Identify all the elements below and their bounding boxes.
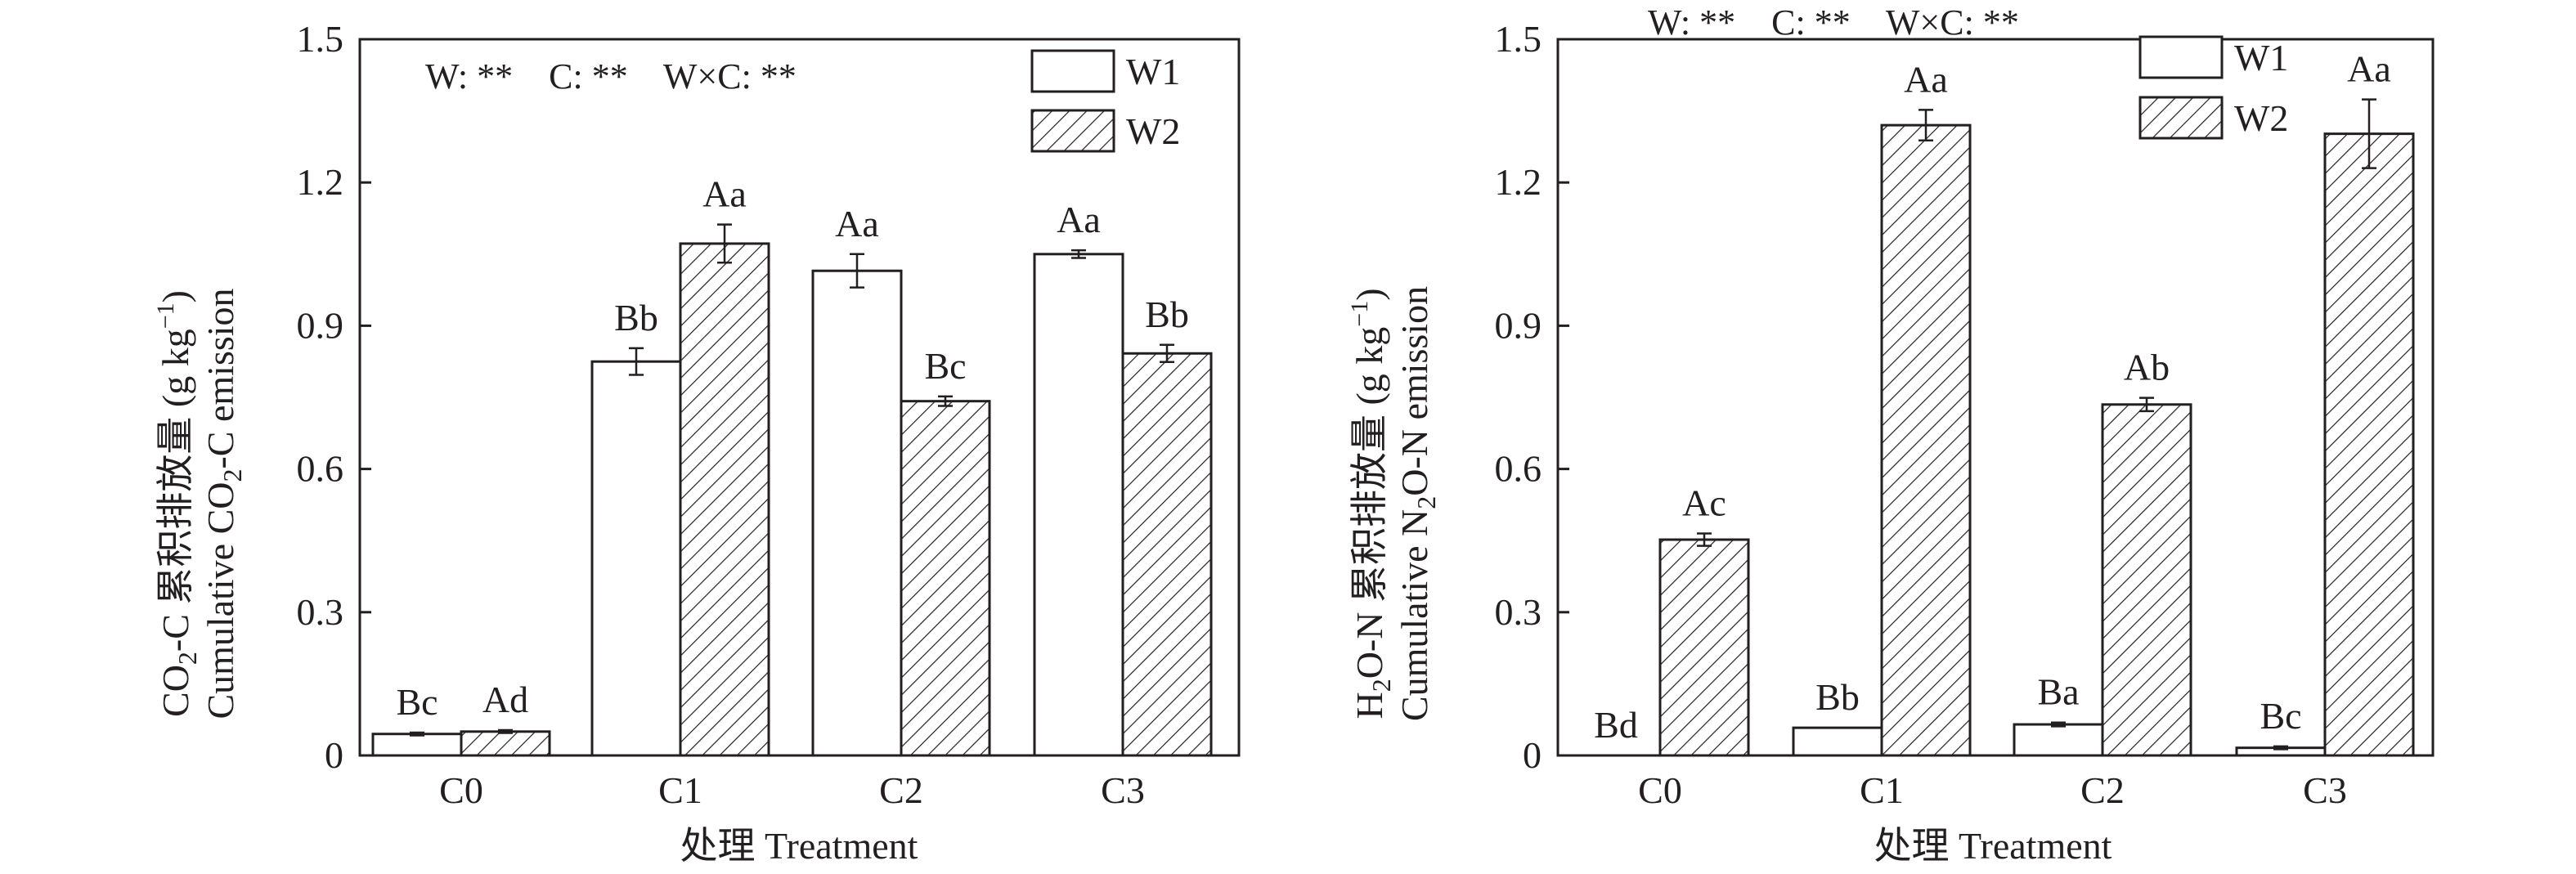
bar-w2 (1880, 123, 1972, 757)
significance-label: W: ** C: ** W×C: ** (1648, 2, 2019, 43)
y-tick-label: 0 (1523, 734, 1542, 776)
bar-w1 (811, 269, 903, 757)
y-axis-title-line2: Cumulative N2O-N emission (1393, 286, 1441, 721)
bar-w2 (460, 730, 551, 757)
y-axis-title-line2: Cumulative CO2-C emission (200, 288, 247, 719)
legend-label-w2: W2 (2234, 97, 2288, 139)
bar-w1 (1033, 253, 1124, 757)
significance-letter: Bc (396, 681, 438, 723)
significance-letter: Aa (702, 173, 747, 215)
significance-letter: Ba (2037, 671, 2079, 713)
x-axis-title: 处理 Treatment (1874, 825, 2112, 867)
x-tick-label: C3 (2303, 769, 2347, 811)
significance-letter: Ad (482, 679, 528, 720)
legend-label-w1: W1 (1126, 51, 1180, 92)
y-tick-label: 0.6 (1495, 448, 1542, 490)
x-tick-label: C0 (439, 769, 483, 811)
bar-w2 (679, 242, 770, 757)
y-tick-label: 0.3 (1495, 591, 1542, 633)
bar-w2 (900, 400, 991, 757)
y-tick-label: 0.3 (297, 591, 344, 633)
y-tick-label: 1.5 (1495, 18, 1542, 60)
x-tick-label: C2 (2080, 769, 2125, 811)
x-tick-label: C1 (658, 769, 702, 811)
x-tick-label: C0 (1638, 769, 1682, 811)
y-tick-label: 0.6 (297, 448, 344, 490)
bar-w1 (590, 360, 682, 757)
plot-frame (358, 38, 1241, 757)
chart-marks: 0 0.3 0.6 0.9 1.2 1.5 C0 C1 C2 C3 Bd Bb Ba Bc Ac Aa Ab Aa… (1495, 18, 2435, 811)
bar-w1 (1792, 726, 1883, 757)
y-tick-label: 0.9 (1495, 304, 1542, 346)
legend-label-w2: W2 (1126, 110, 1180, 152)
chart-marks: 0 0.3 0.6 0.9 1.2 1.5 C0 C1 C2 C3 Bc Bb Aa Aa Ad Aa Bc Bb… (297, 18, 1241, 811)
y-axis-title-line1: CO2-C 累积排放量 (g kg−1) (152, 290, 202, 717)
legend-swatch-w2 (1030, 109, 1115, 153)
significance-letter: Ac (1682, 482, 1726, 523)
x-tick-label: C1 (1860, 769, 1904, 811)
significance-letter: Aa (835, 203, 879, 244)
y-tick-label: 1.2 (297, 161, 344, 203)
significance-letter: Bc (924, 345, 966, 387)
legend-swatch-w1 (2138, 35, 2224, 79)
significance-letter: Ab (2124, 347, 2170, 388)
bar-w2 (2101, 403, 2192, 757)
y-tick-label: 0 (325, 734, 343, 776)
significance-letter: Aa (2347, 48, 2391, 90)
significance-letter: Bc (2260, 695, 2301, 737)
plot-frame (1556, 38, 2435, 757)
y-tick-label: 0.9 (297, 304, 344, 346)
bar-w2 (1658, 538, 1750, 757)
bar-w2 (1121, 352, 1213, 757)
significance-letter: Bb (1815, 676, 1860, 718)
bar-w2 (2323, 132, 2415, 757)
significance-letter: Bb (614, 297, 658, 338)
y-axis-title-line1: H2O-N 累积排放量 (g kg−1) (1346, 288, 1396, 719)
legend-label-w1: W1 (2234, 37, 2288, 78)
x-tick-label: C2 (879, 769, 923, 811)
significance-label: W: ** C: ** W×C: ** (425, 56, 797, 96)
significance-letter: Aa (1057, 199, 1101, 240)
significance-letter: Bd (1594, 704, 1638, 746)
y-tick-label: 1.2 (1495, 161, 1542, 203)
bar-w1 (371, 733, 463, 757)
x-tick-label: C3 (1101, 769, 1145, 811)
legend-swatch-w1 (1030, 49, 1115, 93)
significance-letter: Aa (1904, 58, 1948, 100)
significance-letter: Bb (1145, 294, 1189, 335)
x-axis-title: 处理 Treatment (680, 825, 918, 867)
cumulative-n2o-n-chart: H2O-N 累积排放量 (g kg−1) Cumulative N2O-N em… (1346, 2, 2435, 867)
y-tick-label: 1.5 (297, 18, 344, 60)
cumulative-co2-c-chart: CO2-C 累积排放量 (g kg−1) Cumulative CO2-C em… (152, 18, 1241, 867)
bar-w1 (2013, 723, 2104, 757)
legend-swatch-w2 (2138, 96, 2224, 140)
